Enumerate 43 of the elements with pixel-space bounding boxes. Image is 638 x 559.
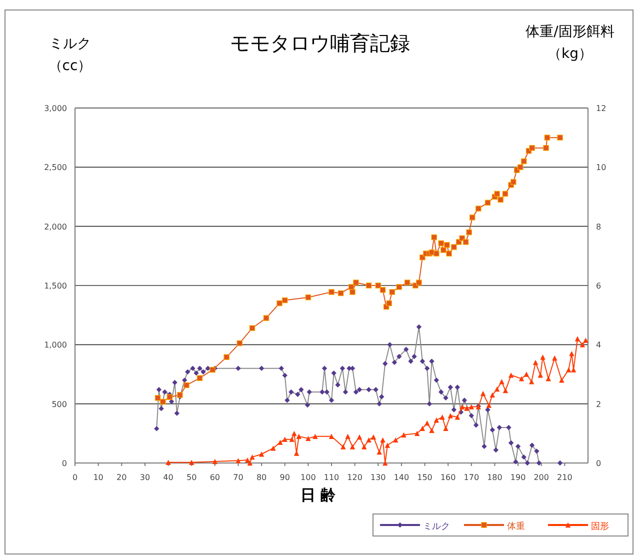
legend-label: 体重 [507,521,525,532]
x-tick-label: 170 [464,473,480,482]
x-tick-label: 10 [93,473,104,482]
y-tick-label: 500 [52,400,67,409]
x-tick-label: 140 [394,473,410,482]
x-tick-label: 160 [440,473,456,482]
legend-label: ミルク [423,522,450,532]
x-tick-label: 190 [510,473,526,482]
x-tick-label: 80 [256,473,267,482]
y2-tick-label: 12 [596,104,606,113]
y-tick-label: 0 [62,459,67,468]
x-tick-label: 20 [116,473,127,482]
x-tick-label: 70 [233,473,244,482]
x-tick-label: 200 [534,473,550,482]
x-tick-label: 50 [186,473,197,482]
y-tick-label: 2,000 [44,222,67,232]
x-tick-label: 150 [417,473,432,482]
y2-tick-label: 0 [596,459,602,468]
y-tick-label: 1,500 [44,282,67,290]
x-tick-label: 0 [72,473,78,482]
x-tick-label: 110 [324,473,340,482]
chart-title: モモタロウ哺育記録 [230,31,410,55]
x-tick-label: 40 [163,473,174,482]
x-tick-label: 120 [347,473,362,482]
y2-tick-label: 10 [596,163,606,172]
x-tick-label: 100 [300,473,316,482]
x-tick-label: 30 [140,473,150,482]
y2-tick-label: 8 [596,222,602,232]
x-tick-label: 180 [487,473,502,482]
x-tick-label: 210 [557,473,572,482]
y-tick-label: 1,000 [44,340,67,350]
y2-tick-label: 6 [596,282,602,290]
x-axis-title: 日 齢 [300,486,337,504]
legend-label: 固形 [591,521,609,532]
y-axis-title: ミルク（cc） [48,36,92,74]
y2-tick-label: 4 [596,340,602,350]
y-tick-label: 3,000 [44,104,67,113]
y-tick-label: 2,500 [44,163,67,172]
x-tick-label: 90 [280,473,290,482]
x-tick-label: 60 [210,473,220,482]
y2-axis-title: 体重/固形餌料（kg） [526,24,614,62]
y2-tick-label: 2 [596,400,602,409]
x-tick-label: 130 [370,473,386,482]
